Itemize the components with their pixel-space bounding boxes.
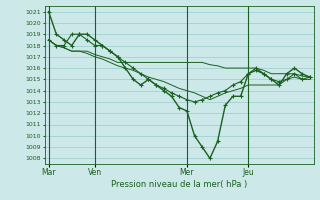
- X-axis label: Pression niveau de la mer( hPa ): Pression niveau de la mer( hPa ): [111, 180, 247, 189]
